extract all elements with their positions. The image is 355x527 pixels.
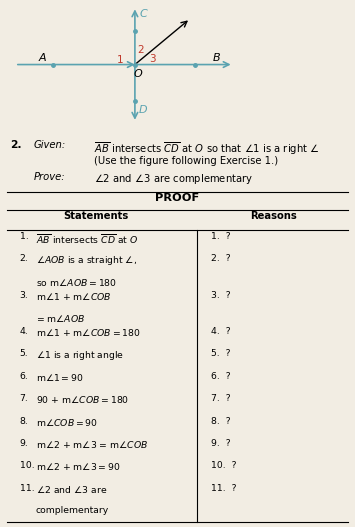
Text: = m$\angle AOB$: = m$\angle AOB$ (36, 313, 85, 324)
Text: $90$ + m$\angle COB = 180$: $90$ + m$\angle COB = 180$ (36, 394, 129, 405)
Text: 9.: 9. (20, 439, 28, 448)
Text: 3.: 3. (20, 290, 28, 299)
Text: 2.: 2. (20, 254, 28, 263)
Text: 3.  ?: 3. ? (211, 290, 231, 299)
Text: 7.  ?: 7. ? (211, 394, 231, 403)
Text: 10.  ?: 10. ? (211, 462, 237, 471)
Text: $\overline{AB}$ intersects $\overline{CD}$ at $O$ so that $\angle 1$ is a right : $\overline{AB}$ intersects $\overline{CD… (94, 140, 320, 157)
Text: D: D (139, 104, 148, 114)
Text: 5.: 5. (20, 349, 28, 358)
Text: 4.  ?: 4. ? (211, 327, 231, 336)
Text: 1: 1 (116, 55, 123, 65)
Text: 8.: 8. (20, 417, 28, 426)
Text: 6.  ?: 6. ? (211, 372, 231, 380)
Text: A: A (39, 53, 47, 63)
Text: $\angle 1$ is a right angle: $\angle 1$ is a right angle (36, 349, 124, 362)
Text: 1.  ?: 1. ? (211, 232, 231, 241)
Text: O: O (133, 69, 142, 79)
Text: Given:: Given: (34, 140, 66, 150)
Text: m$\angle 2$ + m$\angle 3 = 90$: m$\angle 2$ + m$\angle 3 = 90$ (36, 462, 120, 473)
Text: $\angle AOB$ is a straight $\angle$,: $\angle AOB$ is a straight $\angle$, (36, 254, 137, 267)
Text: 10.: 10. (20, 462, 34, 471)
Text: 3: 3 (149, 54, 156, 64)
Text: B: B (213, 53, 220, 63)
Text: PROOF: PROOF (155, 193, 200, 203)
Text: m$\angle 1$ + m$\angle COB$: m$\angle 1$ + m$\angle COB$ (36, 290, 111, 301)
Text: 11.  ?: 11. ? (211, 484, 237, 493)
Text: Statements: Statements (63, 211, 129, 221)
Text: 6.: 6. (20, 372, 28, 380)
Text: Reasons: Reasons (250, 211, 297, 221)
Text: 9.  ?: 9. ? (211, 439, 231, 448)
Text: Prove:: Prove: (34, 172, 65, 182)
Text: so m$\angle AOB = 180$: so m$\angle AOB = 180$ (36, 277, 116, 288)
Text: $\overline{AB}$ intersects $\overline{CD}$ at $O$: $\overline{AB}$ intersects $\overline{CD… (36, 232, 138, 246)
Text: 7.: 7. (20, 394, 28, 403)
Text: 5.  ?: 5. ? (211, 349, 231, 358)
Text: (Use the figure following Exercise 1.): (Use the figure following Exercise 1.) (94, 156, 278, 166)
Text: 11.: 11. (20, 484, 34, 493)
Text: m$\angle COB = 90$: m$\angle COB = 90$ (36, 417, 97, 427)
Text: complementary: complementary (36, 506, 109, 515)
Text: 1.: 1. (20, 232, 28, 241)
Text: $\angle 2$ and $\angle 3$ are: $\angle 2$ and $\angle 3$ are (36, 484, 107, 495)
Text: 2.  ?: 2. ? (211, 254, 231, 263)
Text: m$\angle 1$ + m$\angle COB = 180$: m$\angle 1$ + m$\angle COB = 180$ (36, 327, 140, 338)
Text: m$\angle 2$ + m$\angle 3$ = m$\angle COB$: m$\angle 2$ + m$\angle 3$ = m$\angle COB… (36, 439, 148, 450)
Text: 4.: 4. (20, 327, 28, 336)
Text: C: C (139, 8, 147, 18)
Text: 2.: 2. (10, 140, 21, 150)
Text: 2: 2 (138, 45, 144, 55)
Text: m$\angle 1 = 90$: m$\angle 1 = 90$ (36, 372, 83, 383)
Text: $\angle 2$ and $\angle 3$ are complementary: $\angle 2$ and $\angle 3$ are complement… (94, 172, 253, 186)
Text: 8.  ?: 8. ? (211, 417, 231, 426)
